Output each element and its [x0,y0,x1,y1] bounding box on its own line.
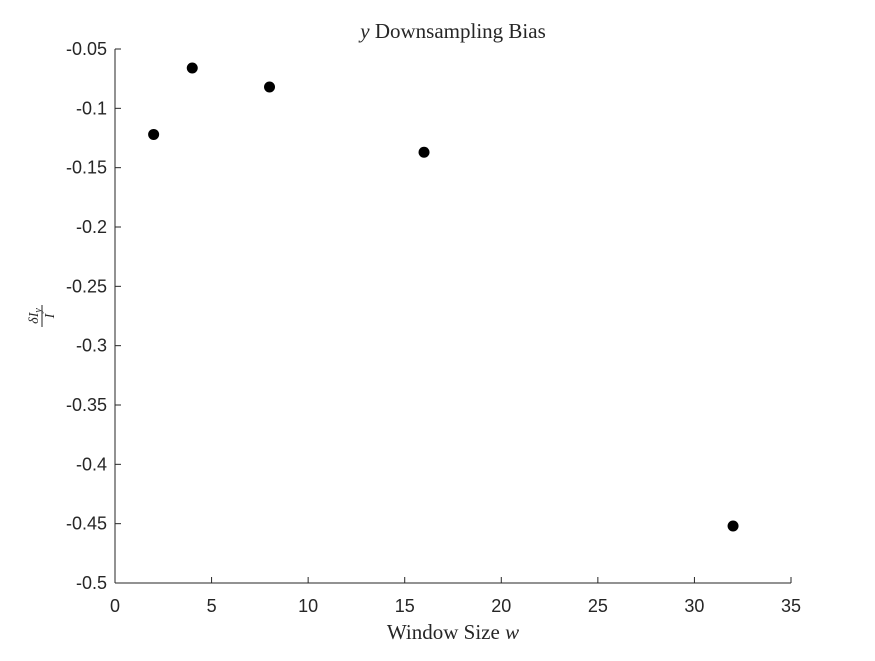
data-points [148,62,739,532]
data-point [264,81,276,93]
data-point [727,520,739,532]
y-tick-label: -0.45 [66,514,107,534]
y-axis-label-denominator: I [43,312,58,319]
y-axis-label: δIy I [27,305,58,327]
x-tick-label: 15 [395,596,415,616]
x-tick-label: 30 [684,596,704,616]
y-tick-label: -0.35 [66,395,107,415]
y-axis-label-numerator-text: δI [27,311,42,324]
data-point [148,128,160,140]
chart-title: y Downsampling Bias [358,19,546,43]
y-tick-label: -0.1 [76,98,107,118]
x-axis-label-text: Window Size [387,620,505,644]
y-axis-label-subscript: y [33,308,44,314]
x-tick-label: 10 [298,596,318,616]
x-axis-label-variable: w [505,620,519,644]
x-tick-label: 20 [491,596,511,616]
y-tick-label: -0.5 [76,573,107,593]
chart-title-variable: y [358,19,370,43]
y-tick-label: -0.15 [66,158,107,178]
chart-title-text: Downsampling Bias [370,19,546,43]
y-tick-label: -0.4 [76,454,107,474]
y-tick-label: -0.2 [76,217,107,237]
x-tick-label: 25 [588,596,608,616]
y-tick-label: -0.3 [76,336,107,356]
x-tick-label: 35 [781,596,801,616]
x-tick-label: 5 [207,596,217,616]
y-tick-label: -0.05 [66,39,107,59]
axes [114,49,791,584]
x-tick-label: 0 [110,596,120,616]
data-point [186,62,198,74]
data-point [418,146,430,158]
x-axis-label: Window Size w [387,620,519,644]
y-axis-label-numerator: δIy [27,308,44,324]
ticks: 0 5 10 15 20 25 30 35 -0.05 -0.1 -0.15 -0.2 -0.25 -0.… [66,39,801,616]
y-tick-label: -0.25 [66,276,107,296]
